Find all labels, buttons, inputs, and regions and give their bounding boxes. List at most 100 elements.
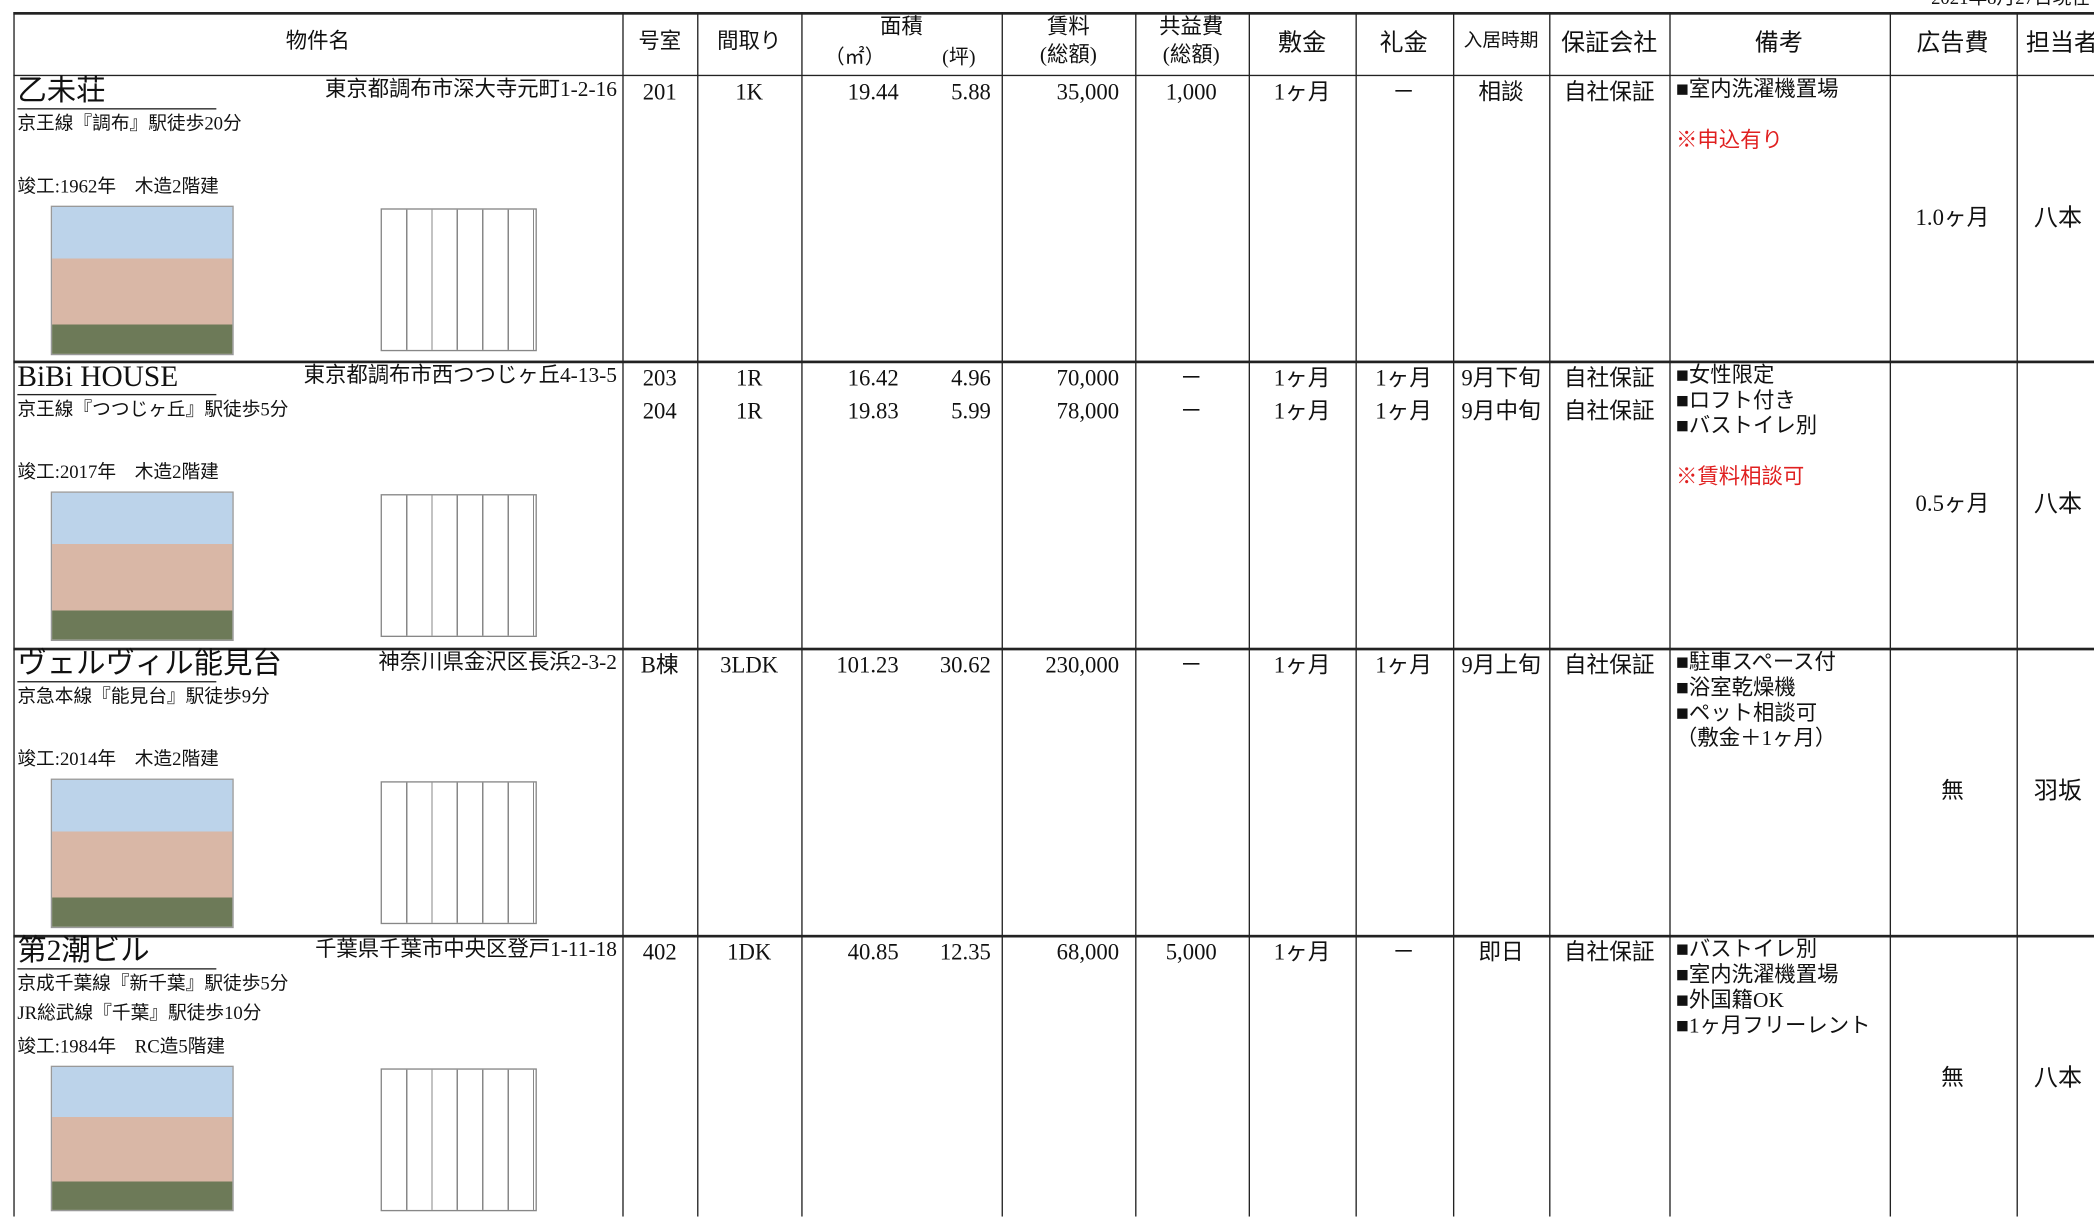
- header-cell: 賃料: [1046, 16, 1090, 39]
- remark: ■室内洗濯機置場: [1676, 964, 1839, 987]
- unit-cell: 5,000: [1165, 939, 1217, 965]
- floor-plan: [380, 494, 537, 638]
- unit-cell: －: [1179, 365, 1203, 391]
- built: 竣工:1962年 木造2階建: [17, 177, 219, 198]
- grid-line: [17, 393, 217, 396]
- unit-cell: 402: [642, 939, 677, 965]
- grid-line: [1452, 12, 1455, 1217]
- remark: ■室内洗濯機置場: [1676, 78, 1839, 102]
- photo: [50, 778, 234, 929]
- grid-line: [2016, 12, 2018, 1217]
- unit-cell: B棟: [640, 652, 679, 678]
- remark: ■浴室乾燥機: [1676, 677, 1796, 700]
- staff: 八本: [2033, 1064, 2082, 1092]
- unit-cell: 9月中旬: [1461, 398, 1541, 425]
- grid-line: [17, 968, 217, 970]
- header-cell: 広告費: [1916, 29, 1989, 57]
- unit-cell: 自社保証: [1563, 939, 1655, 965]
- unit-cell: 19.83: [847, 398, 899, 425]
- unit-cell: 35,000: [1056, 79, 1120, 105]
- access: JR総武線『千葉』駅徒歩10分: [17, 1004, 262, 1025]
- unit-cell: 1ヶ月: [1273, 79, 1331, 105]
- floor-plan: [380, 1068, 537, 1212]
- note: ※申込有り: [1676, 129, 1783, 153]
- address: 神奈川県金沢区長浜2-3-2: [378, 651, 617, 675]
- unit-cell: 1DK: [727, 939, 772, 965]
- grid-line: [622, 12, 624, 1217]
- header-cell: 敷金: [1278, 29, 1327, 57]
- remark: ■外国籍OK: [1676, 989, 1784, 1013]
- built: 竣工:1984年 RC造5階建: [17, 1037, 226, 1058]
- unit-cell: 5.88: [951, 79, 991, 105]
- unit-cell: 78,000: [1056, 398, 1120, 425]
- grid-line: [1549, 12, 1551, 1217]
- grid-line: [1889, 12, 1892, 1217]
- unit-cell: 1,000: [1165, 79, 1217, 105]
- access: 京成千葉線『新千葉』駅徒歩5分: [17, 974, 289, 995]
- photo: [50, 491, 234, 642]
- unit-cell: 1R: [735, 365, 763, 391]
- remark: ■バストイレ別: [1676, 415, 1818, 439]
- header-cell: 保証会社: [1561, 29, 1658, 57]
- unit-cell: 1ヶ月: [1273, 365, 1331, 391]
- header-cell: (総額): [1039, 44, 1097, 67]
- unit-cell: 19.44: [847, 79, 899, 105]
- staff: 八本: [2033, 490, 2082, 517]
- unit-cell: 68,000: [1056, 939, 1120, 965]
- unit-cell: 101.23: [836, 652, 899, 678]
- unit-cell: 1ヶ月: [1273, 398, 1331, 425]
- header-cell: 入居時期: [1463, 32, 1539, 53]
- address: 千葉県千葉市中央区登戸1-11-18: [315, 938, 617, 962]
- header-cell: 号室: [638, 30, 682, 54]
- photo: [50, 1065, 234, 1212]
- floor-plan: [380, 781, 537, 925]
- ad-fee: 1.0ヶ月: [1915, 204, 1990, 231]
- grid-line: [1001, 12, 1003, 1217]
- unit-cell: 9月下旬: [1461, 365, 1541, 391]
- unit-cell: 9月上旬: [1461, 652, 1541, 678]
- grid-line: [13, 647, 2094, 651]
- unit-cell: 自社保証: [1563, 365, 1655, 391]
- access: 京王線『つつじヶ丘』駅徒歩5分: [17, 400, 289, 421]
- unit-cell: 1ヶ月: [1375, 365, 1432, 391]
- staff: 八本: [2033, 204, 2082, 232]
- remark: ■1ヶ月フリーレント: [1676, 1014, 1871, 1038]
- access: 京急本線『能見台』駅徒歩9分: [17, 687, 270, 708]
- header-cell: 間取り: [717, 30, 782, 54]
- unit-cell: 1ヶ月: [1375, 398, 1432, 425]
- header-cell: (坪): [942, 47, 976, 69]
- unit-cell: 4.96: [951, 365, 991, 391]
- header-cell: 備考: [1754, 29, 1803, 57]
- unit-cell: 3LDK: [720, 652, 779, 678]
- unit-cell: 12.35: [939, 939, 991, 965]
- header-cell: 面積: [880, 16, 923, 39]
- grid-line: [13, 74, 2094, 77]
- remark: ■駐車スペース付: [1676, 651, 1836, 675]
- grid-line: [1135, 12, 1137, 1217]
- photo: [50, 205, 234, 356]
- ad-fee: 0.5ヶ月: [1915, 490, 1990, 517]
- header-cell: (総額): [1162, 44, 1220, 67]
- header-cell: 物件名: [285, 30, 350, 54]
- remark: ■バストイレ別: [1676, 938, 1818, 962]
- grid-line: [697, 12, 699, 1217]
- built: 竣工:2014年 木造2階建: [17, 750, 219, 771]
- unit-cell: －: [1179, 652, 1203, 678]
- grid-line: [17, 108, 217, 110]
- unit-cell: 16.42: [847, 365, 899, 391]
- unit-cell: 1ヶ月: [1375, 652, 1432, 678]
- unit-cell: 5.99: [951, 398, 991, 425]
- grid-line: [17, 681, 217, 683]
- unit-cell: 70,000: [1056, 365, 1120, 391]
- remark: （敷金＋1ヶ月）: [1676, 727, 1837, 751]
- header-cell: 担当者: [2025, 29, 2094, 57]
- unit-cell: 1R: [735, 398, 763, 425]
- unit-cell: 即日: [1478, 939, 1524, 965]
- header-cell: （㎡）: [824, 47, 885, 69]
- floor-plan: [380, 208, 537, 352]
- unit-cell: 230,000: [1045, 652, 1120, 678]
- remark: ■ロフト付き: [1676, 389, 1796, 413]
- remark: ■女性限定: [1676, 364, 1775, 388]
- unit-cell: 1ヶ月: [1273, 652, 1331, 678]
